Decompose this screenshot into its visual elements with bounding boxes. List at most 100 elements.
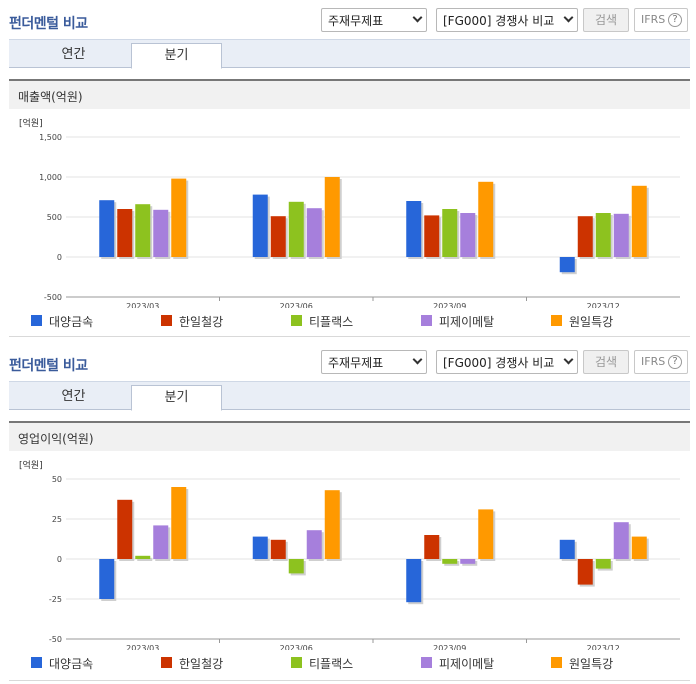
section-header: 펀더멘털 비교 주재무제표 [FG000] 경쟁사 비교 검색 IFRS ? [0,0,696,36]
tab-annual[interactable]: 연간 [61,389,86,404]
bar[interactable] [442,559,458,564]
bar[interactable] [171,487,187,559]
bar[interactable] [99,200,115,257]
section-header: 펀더멘털 비교 주재무제표 [FG000] 경쟁사 비교 검색 IFRS ? [0,342,696,378]
ifrs-button[interactable]: IFRS ? [634,350,688,374]
chart-legend: 대양금속 한일철강 티플랙스 피제이메탈 원일특강 [31,313,691,329]
bar[interactable] [306,208,322,257]
legend-label: 피제이메탈 [439,657,495,671]
unit-label: [억원] [19,459,43,471]
y-tick-label: 500 [47,213,62,222]
metric-title: 영업이익(억원) [18,432,94,446]
bar[interactable] [135,555,151,559]
bar[interactable] [613,522,629,559]
legend-swatch [551,315,562,326]
tab-quarterly[interactable]: 분기 [131,43,222,69]
bar[interactable] [559,539,575,559]
bar[interactable] [424,535,440,559]
legend-swatch [31,315,42,326]
legend-label: 한일철강 [179,315,224,329]
select-value: [FG000] 경쟁사 비교 [443,14,555,28]
legend-swatch [31,657,42,668]
bar[interactable] [631,536,647,559]
bar[interactable] [478,509,494,559]
statement-type-select[interactable]: 주재무제표 [321,350,427,374]
chart-legend: 대양금속 한일철강 티플랙스 피제이메탈 원일특강 [31,655,691,671]
bar[interactable] [442,209,458,257]
bar[interactable] [171,178,187,257]
operating-profit-chart: [억원] -50 -25 0 25 50 2023/03 2023/06 2023/09 2023… [19,459,680,650]
chevron-down-icon [563,12,574,23]
y-tick-label: 0 [57,253,62,262]
y-tick-label: -25 [49,595,62,604]
chevron-down-icon [412,12,423,23]
ifrs-label: IFRS [641,13,666,26]
bar[interactable] [577,559,593,585]
chart-panel-title: 영업이익(억원) [9,421,690,451]
bar[interactable] [406,201,422,257]
comparison-select[interactable]: [FG000] 경쟁사 비교 [436,350,578,374]
legend-swatch [551,657,562,668]
section-title: 펀더멘털 비교 [9,16,88,32]
bar[interactable] [577,216,593,257]
legend-label: 티플랙스 [309,657,354,671]
legend-label: 원일특강 [569,657,614,671]
bar[interactable] [117,209,133,257]
bar[interactable] [288,201,304,257]
bar[interactable] [270,539,286,559]
search-button[interactable]: 검색 [583,350,629,374]
bar[interactable] [559,257,575,273]
x-tick-label: 2023/12 [587,644,620,650]
chart-panel-title: 매출액(억원) [9,79,690,109]
legend-label: 대양금속 [49,657,94,671]
legend-label: 티플랙스 [309,315,354,329]
bar[interactable] [324,490,340,559]
bar[interactable] [252,194,268,257]
y-tick-label: 1,500 [39,133,62,142]
bar[interactable] [595,559,611,569]
bar[interactable] [324,177,340,257]
legend-swatch [291,657,302,668]
bar[interactable] [460,559,476,564]
period-tabs: 연간 분기 [9,39,690,69]
comparison-select[interactable]: [FG000] 경쟁사 비교 [436,8,578,32]
bar[interactable] [270,216,286,257]
y-tick-label: 50 [52,475,62,484]
bar[interactable] [613,213,629,257]
y-tick-label: 25 [52,515,62,524]
x-tick-label: 2023/06 [280,644,313,650]
search-button[interactable]: 검색 [583,8,629,32]
bar-shadow [137,557,153,561]
bar[interactable] [631,185,647,257]
x-tick-label: 2023/03 [126,302,159,308]
bar[interactable] [99,559,115,599]
bar[interactable] [460,213,476,257]
bar[interactable] [478,181,494,257]
bar[interactable] [252,536,268,559]
select-value: [FG000] 경쟁사 비교 [443,356,555,370]
select-value: 주재무제표 [328,14,384,28]
legend-label: 한일철강 [179,657,224,671]
ifrs-button[interactable]: IFRS ? [634,8,688,32]
bar[interactable] [595,213,611,257]
bar[interactable] [306,530,322,559]
help-icon[interactable]: ? [668,13,682,27]
section-divider [9,336,690,337]
statement-type-select[interactable]: 주재무제표 [321,8,427,32]
bar[interactable] [424,215,440,257]
y-tick-label: 0 [57,555,62,564]
tab-quarterly[interactable]: 분기 [131,385,222,411]
bar[interactable] [406,559,422,603]
chevron-down-icon [412,354,423,365]
bar[interactable] [288,559,304,574]
bar[interactable] [135,204,151,257]
legend-label: 원일특강 [569,315,614,329]
section-title: 펀더멘털 비교 [9,358,88,374]
bar[interactable] [117,499,133,559]
bar[interactable] [153,525,169,559]
fundamental-section-2: 펀더멘털 비교 주재무제표 [FG000] 경쟁사 비교 검색 IFRS ? 연… [0,342,696,684]
tab-annual[interactable]: 연간 [61,47,86,62]
x-tick-label: 2023/09 [433,644,466,650]
help-icon[interactable]: ? [668,355,682,369]
bar[interactable] [153,209,169,257]
